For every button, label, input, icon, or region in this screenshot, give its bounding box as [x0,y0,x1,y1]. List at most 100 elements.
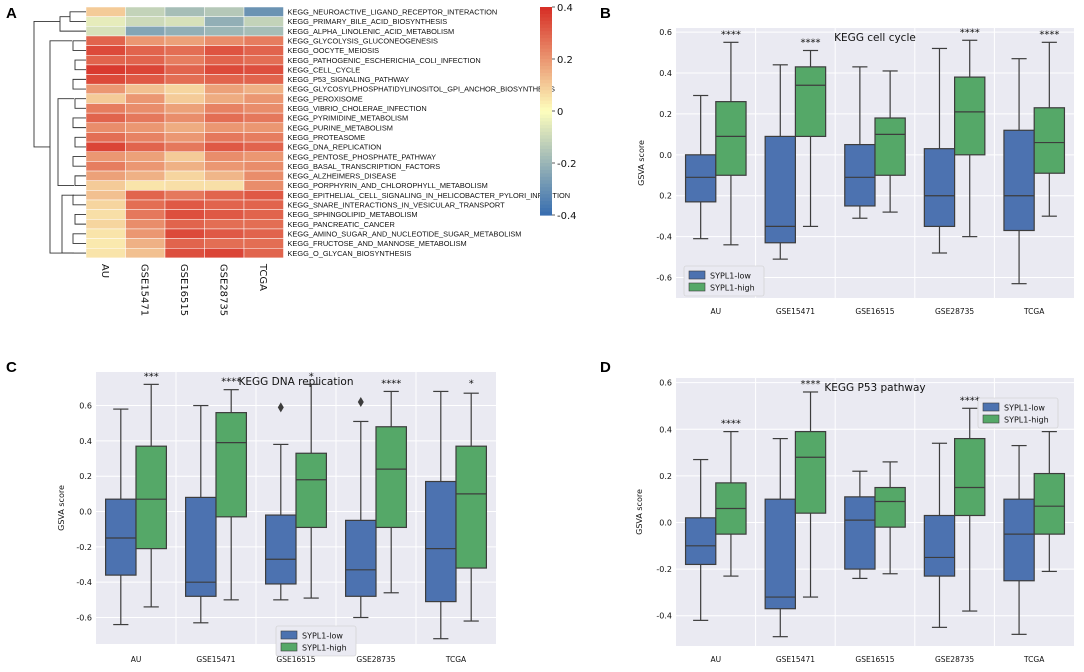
legend-label: SYPL1-high [1004,416,1049,425]
heatmap-cell [85,170,126,181]
colorbar-segment [540,41,552,46]
heatmap-cell [204,219,245,230]
heatmap-cell [125,219,166,230]
heatmap-cell [85,45,126,56]
heatmap-cell [85,74,126,85]
chart-title: KEGG DNA replication [239,376,354,388]
heatmap-cell [164,199,205,210]
box-sypl1-low [844,143,876,207]
colorbar-segment [540,17,552,22]
colorbar-segment [540,169,552,174]
heatmap-row-label: KEGG_SNARE_INTERACTIONS_IN_VESICULAR_TRA… [288,201,506,210]
heatmap-cell [164,248,205,259]
colorbar-segment [540,121,552,126]
heatmap-row-label: KEGG_AMINO_SUGAR_AND_NUCLEOTIDE_SUGAR_ME… [288,229,522,238]
x-category-label: GSE16515 [855,655,894,664]
heatmap-cell [164,6,205,17]
dendrogram-branch [49,40,72,254]
heatmap-cell [125,132,166,143]
heatmap-cell [243,93,284,104]
heatmap-row-label: KEGG_O_GLYCAN_BIOSYNTHESIS [288,249,412,258]
heatmap-cell [164,180,205,191]
x-category-label: GSE28735 [935,307,974,316]
colorbar-segment [540,104,552,109]
box-sypl1-high [794,66,827,138]
heatmap-cell [85,132,126,143]
colorbar-segment [540,152,552,157]
heatmap-cell [85,16,126,27]
boxplot-p53-pathway: 0.6 0.4 0.2 0.0 -0.2 -0.4 KEGG P53 pathway GSVA… [635,378,1074,664]
heatmap-cell [204,170,245,181]
legend-swatch [688,282,706,292]
dendrogram-branch [57,98,74,186]
heatmap-row-label: KEGG_EPITHELIAL_CELL_SIGNALING_IN_HELICO… [288,191,571,200]
dendrogram-branch [74,175,86,186]
heatmap-cell [204,16,245,27]
heatmap-cell [125,103,166,114]
heatmap-cell [164,26,205,37]
heatmap-cell [243,45,284,56]
heatmap-cell [125,161,166,172]
box-sypl1-high [295,452,327,529]
box-sypl1-low [1003,498,1035,582]
heatmap-cell [164,35,205,46]
heatmap-cell [164,151,205,162]
heatmap-cell [85,6,126,17]
heatmap-cell [164,122,205,133]
heatmap-cell [85,161,126,172]
colorbar-segment [540,72,552,77]
heatmap-cell [85,93,126,104]
box-sypl1-low [923,148,956,228]
heatmap-cell [204,238,245,249]
heatmap-row-label: KEGG_ALZHEIMERS_DISEASE [288,172,397,181]
y-tick-label: 0.6 [659,379,672,388]
boxplot-cell-cycle: 0.6 0.4 0.2 0.0 0.2 -0.4 -0.6 KEGG cell cycle GS… [637,27,1074,316]
significance-marker: **** [801,38,821,49]
dendrogram-branch [72,233,86,244]
heatmap-cell [125,112,166,124]
heatmap-cell [164,74,205,85]
dendrogram-branch [69,11,86,22]
heatmap-cell [164,103,205,114]
heatmap-cell [85,103,126,114]
heatmap-cell [204,141,245,153]
colorbar-segment [540,138,552,143]
y-tick-label: -0.2 [656,565,672,574]
colorbar-segment [540,69,552,74]
colorbar-segment [540,59,552,64]
legend-label: SYPL1-low [302,632,343,641]
significance-marker: **** [960,27,980,38]
significance-marker: **** [721,419,741,430]
y-tick-label: 0.4 [659,425,672,434]
x-category-label: GSE15471 [776,655,815,664]
heatmap-cell [125,93,166,104]
heatmap-cell [125,209,166,220]
colorbar-segment [540,190,552,195]
y-tick-label: 0.4 [79,437,92,446]
heatmap-cell [204,199,245,210]
heatmap-panel: KEGG_NEUROACTIVE_LIGAND_RECEPTOR_INTERAC… [33,3,577,316]
heatmap-cell [85,122,126,133]
heatmap-cell [243,83,284,95]
heatmap-cell [243,26,284,37]
heatmap-cell [243,228,284,239]
legend-label: SYPL1-high [710,284,755,293]
colorbar-segment [540,48,552,53]
y-tick-label: 0.0 [79,508,92,517]
dendrogram-branch [72,40,86,51]
colorbar-segment [540,131,552,136]
heatmap-row-label: KEGG_VIBRIO_CHOLERAE_INFECTION [288,104,427,113]
colorbar-segment [540,128,552,133]
heatmap-row-label: KEGG_GLYCOLYSIS_GLUCONEOGENESIS [288,36,439,45]
heatmap-cell [243,112,284,124]
heatmap-cell [125,26,166,37]
panel-letter-b: B [600,5,611,22]
heatmap-cell [125,64,166,75]
heatmap-cell [243,55,284,66]
outlier-marker [277,402,284,413]
colorbar-segment [540,90,552,95]
heatmap-cell [204,103,245,114]
significance-marker: *** [144,371,159,382]
significance-marker: **** [381,378,401,389]
